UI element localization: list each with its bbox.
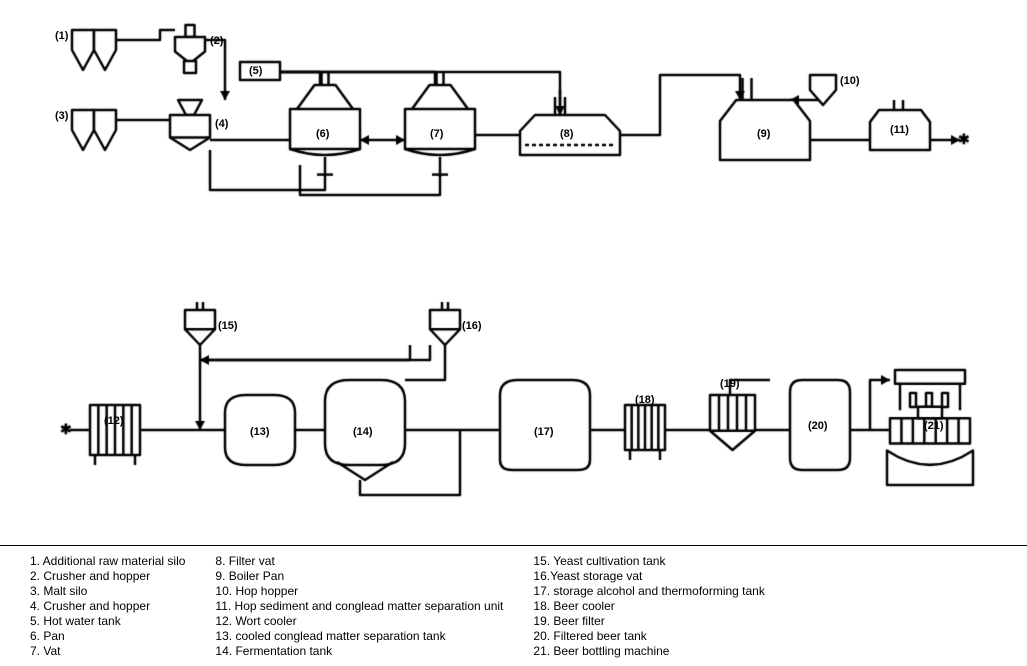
legend-col-3: 15. Yeast cultivation tank16.Yeast stora… bbox=[533, 554, 764, 658]
legend-item: 7. Vat bbox=[30, 644, 185, 658]
legend-item: 10. Hop hopper bbox=[215, 584, 503, 598]
legend-item: 4. Crusher and hopper bbox=[30, 599, 185, 613]
node-label-21: (21) bbox=[924, 420, 944, 432]
legend-item: 21. Beer bottling machine bbox=[533, 644, 764, 658]
node-label-2: (2) bbox=[210, 35, 223, 47]
node-label-1: (1) bbox=[55, 30, 68, 42]
legend-col-2: 8. Filter vat 9. Boiler Pan10. Hop hoppe… bbox=[215, 554, 503, 658]
legend-item: 14. Fermentation tank bbox=[215, 644, 503, 658]
legend: 1. Additional raw material silo2. Crushe… bbox=[0, 545, 1027, 666]
legend-item: 5. Hot water tank bbox=[30, 614, 185, 628]
legend-item: 6. Pan bbox=[30, 629, 185, 643]
node-label-18: (18) bbox=[635, 394, 655, 406]
node-label-13: (13) bbox=[250, 426, 270, 438]
legend-item: 2. Crusher and hopper bbox=[30, 569, 185, 583]
node-label-15: (15) bbox=[218, 320, 238, 332]
node-label-14: (14) bbox=[353, 426, 373, 438]
legend-item: 8. Filter vat bbox=[215, 554, 503, 568]
node-label-17: (17) bbox=[534, 426, 554, 438]
diagram-canvas bbox=[0, 0, 1027, 545]
legend-item: 16.Yeast storage vat bbox=[533, 569, 764, 583]
node-label-12: (12) bbox=[104, 415, 124, 427]
node-label-7: (7) bbox=[430, 128, 443, 140]
legend-item: 15. Yeast cultivation tank bbox=[533, 554, 764, 568]
node-label-11: (11) bbox=[890, 124, 909, 136]
node-label-8: (8) bbox=[560, 128, 573, 140]
legend-item: 20. Filtered beer tank bbox=[533, 629, 764, 643]
legend-item: 13. cooled conglead matter separation ta… bbox=[215, 629, 503, 643]
node-label-6: (6) bbox=[316, 128, 329, 140]
node-label-16: (16) bbox=[462, 320, 482, 332]
legend-item: 17. storage alcohol and thermoforming ta… bbox=[533, 584, 764, 598]
node-label-4: (4) bbox=[215, 118, 228, 130]
legend-item: 3. Malt silo bbox=[30, 584, 185, 598]
node-label-9: (9) bbox=[757, 128, 770, 140]
node-label-10: (10) bbox=[840, 75, 860, 87]
legend-item: 1. Additional raw material silo bbox=[30, 554, 185, 568]
node-label-3: (3) bbox=[55, 110, 68, 122]
legend-item: 18. Beer cooler bbox=[533, 599, 764, 613]
legend-item: 9. Boiler Pan bbox=[215, 569, 503, 583]
legend-item: 12. Wort cooler bbox=[215, 614, 503, 628]
legend-item: 11. Hop sediment and conglead matter sep… bbox=[215, 599, 503, 613]
legend-col-1: 1. Additional raw material silo2. Crushe… bbox=[30, 554, 185, 658]
node-label-19: (19) bbox=[720, 378, 740, 390]
node-label-5: (5) bbox=[249, 65, 262, 77]
legend-item: 19. Beer filter bbox=[533, 614, 764, 628]
node-label-20: (20) bbox=[808, 420, 828, 432]
